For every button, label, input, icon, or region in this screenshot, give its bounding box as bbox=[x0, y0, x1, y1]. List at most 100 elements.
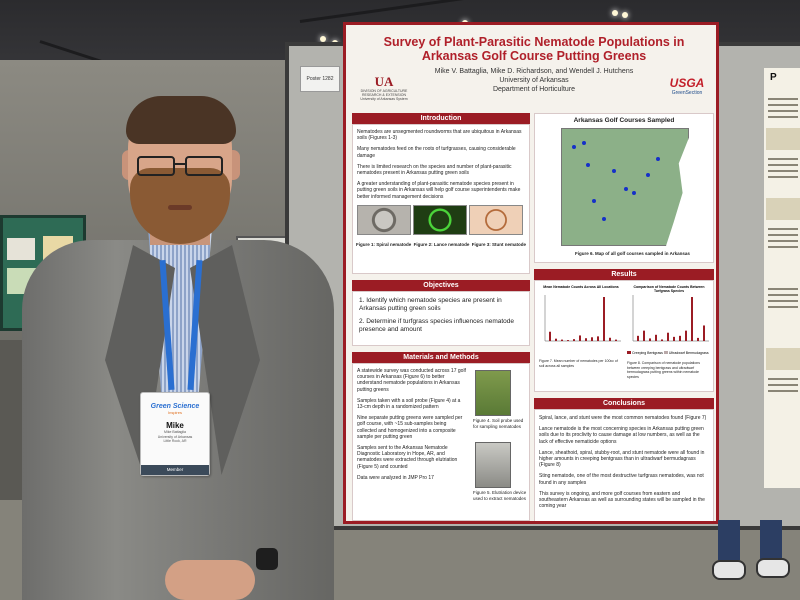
methods-bullet: Nine separate putting greens were sample… bbox=[357, 415, 463, 440]
figure-7-caption: Figure 7. Mean number of nematodes per 1… bbox=[539, 359, 618, 368]
poster-left-column: Introduction Nematodes are unsegmented r… bbox=[352, 113, 530, 521]
poster-authors: Mike V. Battaglia, Mike D. Richardson, a… bbox=[386, 67, 682, 94]
presenter-hair bbox=[126, 96, 236, 144]
stunt-nematode-photo bbox=[469, 204, 523, 235]
chart-bar bbox=[661, 339, 663, 341]
figure-8-caption: Figure 8. Comparison of nematode populat… bbox=[627, 361, 700, 379]
figure-5-caption: Figure 5. Elutriation device used to ext… bbox=[473, 490, 527, 501]
figure-6-caption: Figure 6. Map of all golf courses sample… bbox=[575, 250, 690, 256]
conclusion-bullet: Lance, sheathoid, spiral, stubby-root, a… bbox=[539, 449, 705, 469]
chart-bar bbox=[561, 339, 563, 341]
chart-bar bbox=[573, 339, 575, 341]
turfgrass-comparison-chart bbox=[632, 295, 709, 342]
conclusion-bullet: This survey is ongoing, and more golf co… bbox=[539, 490, 705, 510]
objective-item: 1. Identify which nematode species are p… bbox=[359, 297, 502, 312]
methods-heading: Materials and Methods bbox=[352, 352, 530, 363]
intro-bullet: Nematodes are unsegmented roundworms tha… bbox=[357, 129, 522, 142]
arkansas-map bbox=[561, 128, 689, 246]
elutriation-device-photo bbox=[475, 442, 511, 488]
legend-ultradwarf-bermudagrass: Ultradwarf Bermudagrass bbox=[668, 351, 709, 355]
chart-bar bbox=[597, 336, 599, 341]
conclusion-bullet: Lance nematode is the most concerning sp… bbox=[539, 426, 704, 445]
chart-bar bbox=[579, 335, 581, 341]
lanyard bbox=[159, 259, 203, 400]
author-affiliation: University of Arkansas bbox=[499, 77, 569, 84]
ua-logo-text: DIVISION OF AGRICULTURE bbox=[360, 89, 408, 93]
conclusions-body: Spiral, lance, and stunt were the most c… bbox=[534, 409, 714, 521]
results-heading: Results bbox=[534, 269, 714, 280]
chart-bar bbox=[585, 338, 587, 341]
methods-bullet: Samples sent to the Arkansas Nematode Di… bbox=[357, 445, 458, 470]
badge-event: Green Science bbox=[150, 403, 200, 410]
adjacent-poster: P bbox=[764, 68, 800, 488]
intro-bullet: There is limited research on the species… bbox=[357, 163, 512, 177]
methods-bullet: Data were analyzed in JMP Pro 17 bbox=[357, 474, 434, 481]
author-department: Department of Horticulture bbox=[492, 86, 576, 93]
chart-bar bbox=[609, 337, 611, 341]
chart-bar bbox=[643, 330, 645, 341]
ua-logo-text: University of Arkansas System bbox=[360, 97, 408, 101]
chart-bar bbox=[655, 334, 657, 341]
chart-bar bbox=[603, 297, 605, 341]
chart-bar bbox=[649, 338, 651, 341]
author-names: Mike V. Battaglia, Mike D. Richardson, a… bbox=[434, 68, 634, 75]
map-heading: Arkansas Golf Courses Sampled bbox=[573, 117, 675, 124]
figure-1-caption: Figure 1: Spiral nematode bbox=[356, 241, 412, 247]
chart-bar bbox=[703, 325, 705, 341]
spiral-nematode-photo bbox=[357, 204, 411, 235]
poster-number-tag: Poster 1282 bbox=[300, 66, 340, 92]
nematode-count-chart bbox=[544, 295, 621, 342]
chart-bar bbox=[637, 335, 639, 341]
glasses-icon bbox=[137, 156, 229, 178]
ua-logo: UA DIVISION OF AGRICULTURE RESEARCH & EX… bbox=[360, 75, 408, 115]
chart-1-title: Mean Nematode Counts Across All Location… bbox=[543, 285, 619, 289]
presenter-hands bbox=[165, 560, 255, 600]
usga-logo: USGA GreenSection bbox=[664, 77, 710, 105]
chart-bar bbox=[615, 339, 617, 341]
methods-bullet: Samples taken with a soil probe (Figure … bbox=[357, 397, 461, 411]
objectives-body: 1. Identify which nematode species are p… bbox=[352, 291, 530, 346]
figure-3-caption: Figure 3: Stunt nematode bbox=[471, 241, 526, 247]
chart-bar bbox=[555, 338, 557, 341]
chart-2-legend: Creeping Bentgrass Ultradwarf Bermudagra… bbox=[627, 351, 711, 356]
conclusion-bullet: Spiral, lance, and stunt were the most c… bbox=[539, 415, 707, 421]
badge-role: Member bbox=[141, 465, 209, 475]
map-section: Arkansas Golf Courses Sampled Figure 6. … bbox=[534, 113, 714, 263]
figure-2-caption: Figure 2: Lance nematode bbox=[413, 241, 470, 247]
results-body: Mean Nematode Counts Across All Location… bbox=[534, 280, 714, 392]
ceiling-light bbox=[612, 10, 618, 16]
badge-location: Little Rock, AR bbox=[163, 439, 187, 443]
intro-figure-captions: Figure 1: Spiral nematode Figure 2: Lanc… bbox=[356, 242, 526, 248]
conclusions-heading: Conclusions bbox=[534, 398, 714, 409]
intro-bullet: A greater understanding of plant-parasit… bbox=[357, 181, 521, 200]
chart-2-title: Comparison of Nematode Counts Between Tu… bbox=[633, 285, 705, 293]
poster-title: Survey of Plant-Parasitic Nematode Popul… bbox=[383, 35, 685, 63]
usga-logo-text: GreenSection bbox=[671, 90, 703, 96]
objectives-heading: Objectives bbox=[352, 280, 530, 291]
shoe-icon bbox=[756, 558, 790, 578]
badge-fullname: Mike Battaglia bbox=[164, 430, 186, 434]
lance-nematode-photo bbox=[413, 204, 467, 235]
introduction-heading: Introduction bbox=[352, 113, 530, 124]
chart-bar bbox=[591, 337, 593, 341]
background-visitor-legs bbox=[712, 520, 792, 600]
soil-probe-photo bbox=[475, 370, 511, 416]
ua-logo-text: RESEARCH & EXTENSION bbox=[362, 93, 406, 97]
chart-bar bbox=[549, 331, 551, 341]
badge-event-sub: Inspires bbox=[167, 410, 182, 415]
badge-org: University of Arkansas bbox=[157, 434, 193, 439]
methods-bullet: A statewide survey was conducted across … bbox=[357, 368, 466, 393]
chart-bar bbox=[667, 332, 669, 341]
badge-name: Mike bbox=[166, 421, 184, 430]
objective-item: 2. Determine if turfgrass species influe… bbox=[359, 318, 514, 333]
chart-bar bbox=[673, 336, 675, 341]
poster-right-column: Arkansas Golf Courses Sampled Figure 6. … bbox=[534, 113, 714, 521]
name-badge: Green Science Inspires Mike Mike Battagl… bbox=[140, 392, 210, 476]
ceiling-light bbox=[320, 36, 326, 42]
research-poster: Survey of Plant-Parasitic Nematode Popul… bbox=[343, 22, 719, 524]
figure-4-caption: Figure 4. Soil probe used for sampling n… bbox=[473, 418, 524, 429]
legend-creeping-bentgrass: Creeping Bentgrass bbox=[631, 351, 663, 355]
chart-bar bbox=[679, 335, 681, 341]
usga-logo-mark: USGA bbox=[669, 76, 705, 90]
